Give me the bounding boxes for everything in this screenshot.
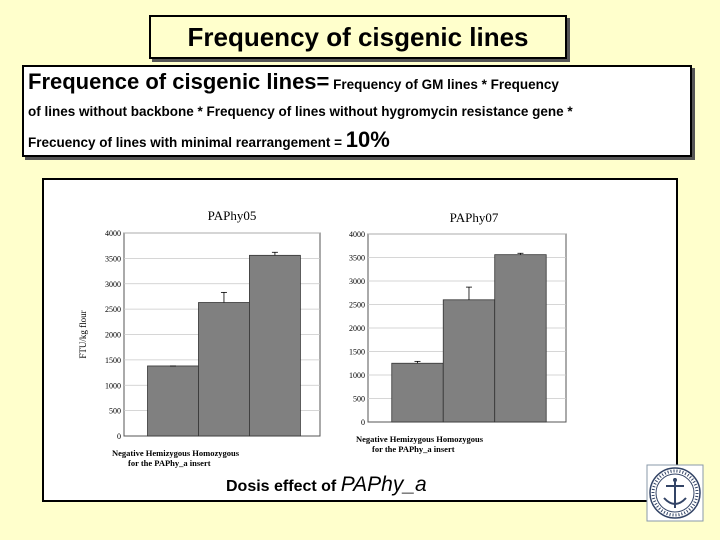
x-axis-label-line-1: Negative Hemizygous Homozygous bbox=[112, 448, 240, 458]
y-axis-label: FTU/kg flour bbox=[78, 310, 88, 358]
formula-part-3: Frecuency of lines with minimal rearrang… bbox=[28, 134, 346, 150]
y-tick-label: 1000 bbox=[105, 381, 121, 390]
y-tick-label: 3500 bbox=[105, 254, 121, 263]
formula-line-1: Frequence of cisgenic lines= Frequency o… bbox=[28, 71, 684, 93]
formula-line-3: Frecuency of lines with minimal rearrang… bbox=[28, 126, 684, 152]
y-tick-label: 500 bbox=[353, 395, 365, 404]
university-seal-icon bbox=[646, 464, 704, 522]
y-tick-label: 1500 bbox=[349, 348, 365, 357]
figure-caption: Dosis effect of PAPhy_a bbox=[226, 473, 427, 497]
caption-prefix: Dosis effect of bbox=[226, 478, 341, 495]
charts-figure: PAPhy05 0 500 1000 1500 2000 2500 3000 3500 4000 F… bbox=[78, 208, 567, 468]
x-axis-label-line-1: Negative Hemizygous Homozygous bbox=[356, 434, 484, 444]
y-tick-label: 0 bbox=[117, 432, 121, 441]
bar-negative bbox=[147, 365, 199, 437]
bar-homozygous bbox=[494, 254, 547, 423]
figure-box: PAPhy05 0 500 1000 1500 2000 2500 3000 3500 4000 F… bbox=[42, 178, 678, 502]
y-tick-label: 3000 bbox=[349, 277, 365, 286]
y-tick-label: 1000 bbox=[349, 371, 365, 380]
bar-negative bbox=[391, 362, 444, 423]
x-axis-label-line-2: for the PAPhy_a insert bbox=[128, 458, 211, 468]
formula-box: Frequence of cisgenic lines= Frequency o… bbox=[22, 65, 692, 157]
y-tick-label: 1500 bbox=[105, 356, 121, 365]
y-tick-label: 3500 bbox=[349, 254, 365, 263]
chart-title-1: PAPhy05 bbox=[208, 208, 257, 223]
y-tick-label: 4000 bbox=[349, 230, 365, 239]
y-tick-label: 4000 bbox=[105, 229, 121, 238]
y-tick-label: 2000 bbox=[349, 324, 365, 333]
caption-term: PAPhy_a bbox=[340, 473, 427, 496]
x-axis-label-line-2: for the PAPhy_a insert bbox=[372, 444, 455, 454]
y-tick-label: 2000 bbox=[105, 331, 121, 340]
y-tick-label: 2500 bbox=[349, 301, 365, 310]
slide-title-box: Frequency of cisgenic lines bbox=[149, 15, 567, 59]
bar-homozygous bbox=[249, 254, 301, 437]
bar-hemizygous bbox=[198, 302, 250, 437]
chart-title-2: PAPhy07 bbox=[450, 210, 499, 225]
y-tick-label: 2500 bbox=[105, 305, 121, 314]
bar-hemizygous bbox=[442, 299, 496, 423]
y-tick-label: 500 bbox=[109, 407, 121, 416]
slide-title: Frequency of cisgenic lines bbox=[187, 21, 529, 52]
y-tick-label: 3000 bbox=[105, 280, 121, 289]
formula-part-2: of lines without backbone * Frequency of… bbox=[28, 104, 573, 119]
y-tick-label: 0 bbox=[361, 418, 365, 427]
formula-part-1: Frequency of GM lines * Frequency bbox=[329, 77, 559, 92]
formula-lead: Frequence of cisgenic lines= bbox=[28, 69, 330, 94]
formula-result: 10% bbox=[345, 126, 390, 152]
